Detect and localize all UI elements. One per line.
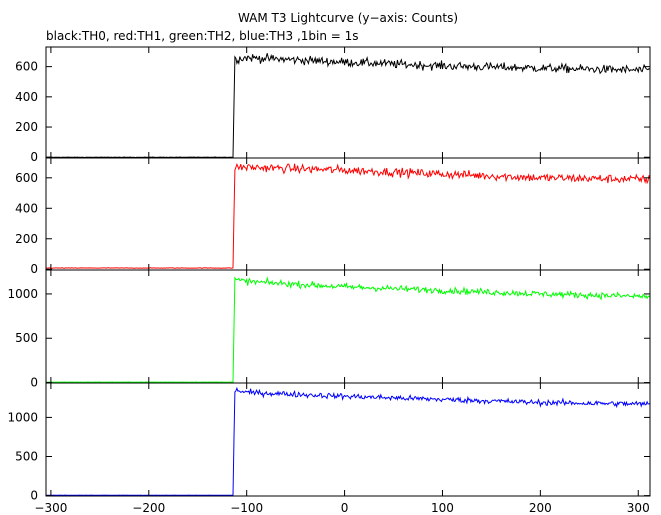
chart-title: WAM T3 Lightcurve (y−axis: Counts) <box>238 11 458 25</box>
x-tick-label: −200 <box>132 501 165 515</box>
y-tick-label: 1000 <box>7 287 38 301</box>
x-tick-label: 100 <box>431 501 454 515</box>
y-tick-label: 600 <box>15 171 38 185</box>
series-line-th0 <box>46 53 650 158</box>
panel-th3: 0 500 1000 <box>7 382 651 503</box>
x-axis: −300 −200 −100 0 100 200 300 <box>34 501 649 515</box>
x-tick-label: 300 <box>627 501 650 515</box>
series-line-th3 <box>46 386 650 496</box>
series-line-th1 <box>46 163 650 269</box>
x-tick-label: 200 <box>529 501 552 515</box>
panel-th2: 0 500 1000 <box>7 269 651 390</box>
y-tick-label: 400 <box>15 201 38 215</box>
x-tick-label: −300 <box>34 501 67 515</box>
x-tick-label: −100 <box>230 501 263 515</box>
x-tick-label: 0 <box>341 501 349 515</box>
y-tick-label: 0 <box>30 376 38 390</box>
chart-subtitle: black:TH0, red:TH1, green:TH2, blue:TH3 … <box>46 29 359 43</box>
y-tick-label: 1000 <box>7 410 38 424</box>
y-tick-label: 0 <box>30 150 38 164</box>
y-tick-label: 500 <box>15 331 38 345</box>
y-tick-label: 0 <box>30 489 38 503</box>
y-tick-label: 400 <box>15 90 38 104</box>
y-tick-label: 600 <box>15 60 38 74</box>
y-tick-label: 0 <box>30 262 38 276</box>
series-line-th2 <box>46 276 650 383</box>
panel-th0: 0 200 400 600 <box>15 46 651 164</box>
y-tick-label: 200 <box>15 232 38 246</box>
y-tick-label: 200 <box>15 120 38 134</box>
panel-frame <box>45 382 651 497</box>
y-tick-label: 500 <box>15 450 38 464</box>
panel-th1: 0 200 400 600 <box>15 157 651 276</box>
